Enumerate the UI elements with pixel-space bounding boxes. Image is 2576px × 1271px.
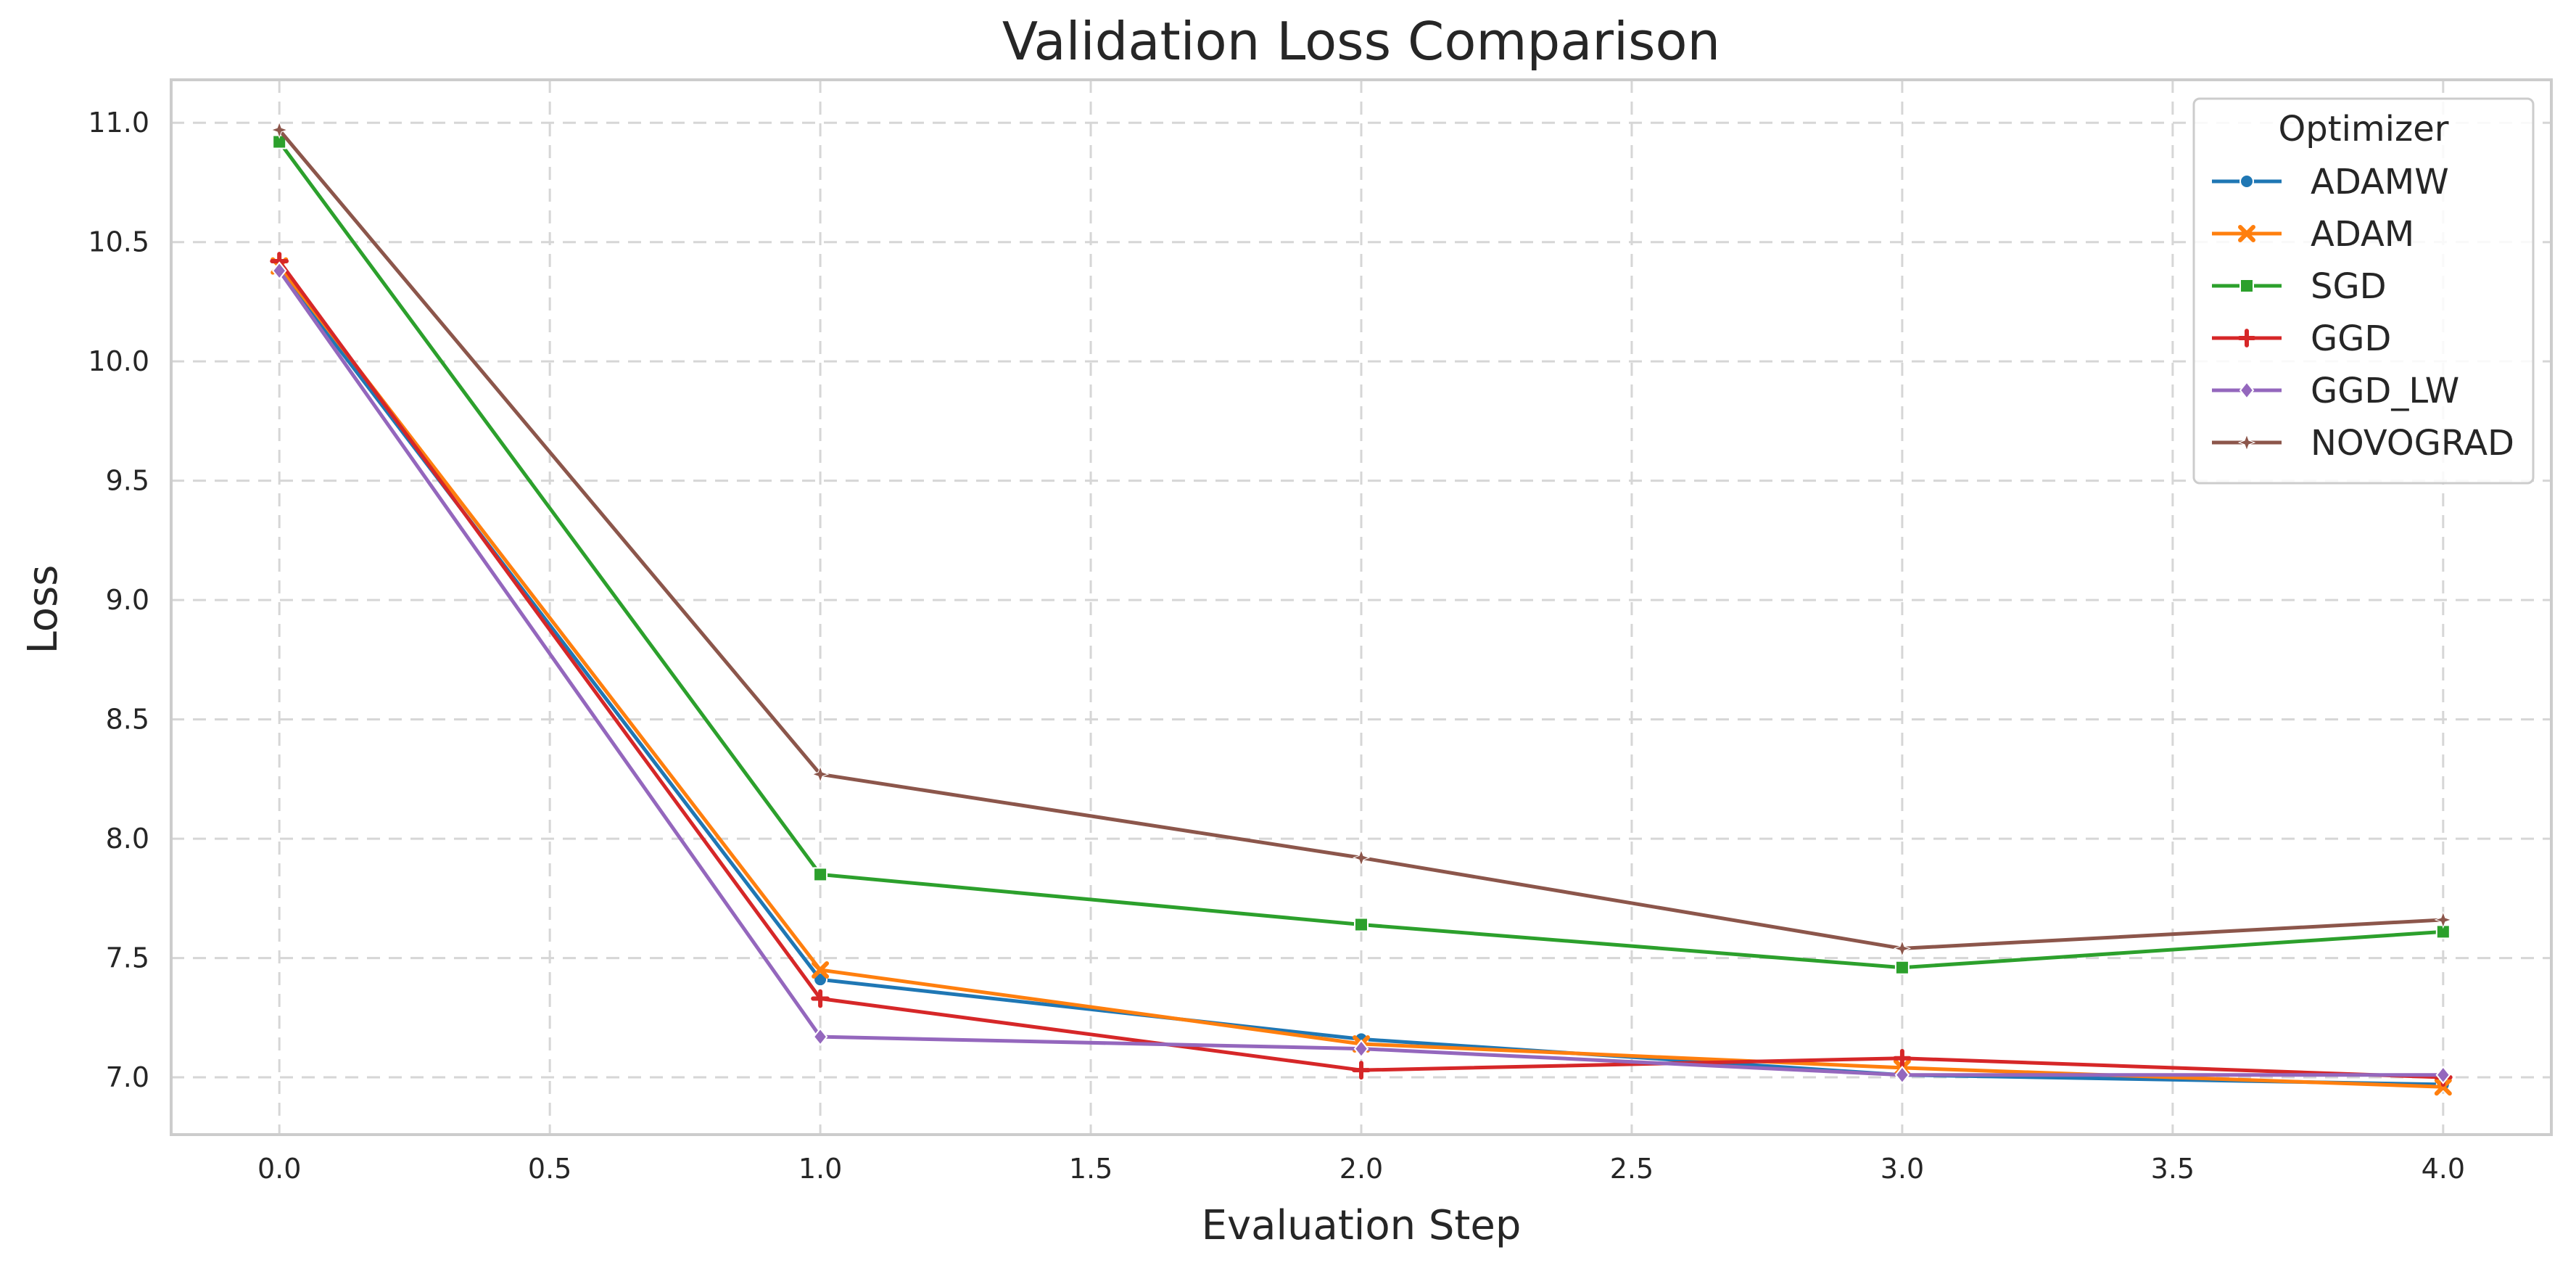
y-tick-label: 9.0 — [106, 584, 149, 616]
x-axis-label: Evaluation Step — [1202, 1202, 1522, 1249]
series-lines — [270, 120, 2453, 1096]
data-point-ggd-lw — [271, 261, 287, 281]
y-tick-label: 7.5 — [106, 942, 149, 974]
legend-marker-ggd-lw — [2239, 381, 2255, 400]
data-point-novograd — [270, 120, 289, 139]
x-tick-label: 2.5 — [1610, 1153, 1654, 1185]
data-point-ggd-lw — [2435, 1065, 2451, 1085]
data-point-ggd-lw — [1353, 1039, 1369, 1058]
x-tick-label: 0.5 — [528, 1153, 571, 1185]
data-point-novograd — [811, 765, 830, 783]
x-tick-label: 4.0 — [2422, 1153, 2465, 1185]
x-tick-label: 1.0 — [798, 1153, 842, 1185]
plot-frame — [170, 78, 2553, 1136]
legend-label-adam: ADAM — [2311, 214, 2414, 255]
y-tick-label: 11.0 — [88, 107, 149, 139]
legend-item-adam: ADAM — [2212, 214, 2414, 255]
legend-marker-ggd — [2237, 329, 2256, 347]
legend-item-ggd-lw: GGD_LW — [2212, 371, 2459, 411]
legend-items: ADAMW ADAM SGD GGD GGD_LW NOVOGRAD — [2212, 162, 2514, 464]
y-tick-label: 9.5 — [106, 465, 149, 497]
x-tick-label: 1.5 — [1069, 1153, 1112, 1185]
y-tick-label: 8.0 — [106, 823, 149, 855]
legend-item-sgd: SGD — [2212, 266, 2387, 307]
series-novograd — [270, 120, 2453, 958]
y-tick-label: 10.5 — [88, 226, 149, 258]
y-axis-label: Loss — [20, 565, 67, 654]
data-point-sgd — [1894, 960, 1910, 975]
data-point-sgd — [1354, 917, 1368, 932]
legend-label-sgd: SGD — [2311, 266, 2387, 307]
y-tick-label: 8.5 — [106, 704, 149, 736]
y-axis-ticks: 7.0 7.5 8.0 8.5 9.0 9.5 10.0 10.5 11.0 — [88, 107, 149, 1093]
x-axis-ticks: 0.0 0.5 1.0 1.5 2.0 2.5 3.0 3.5 4.0 — [257, 1153, 2465, 1185]
series-sgd — [272, 134, 2451, 975]
legend-marker-adamw — [2239, 174, 2254, 189]
legend-item-ggd: GGD — [2212, 318, 2391, 359]
legend-marker-adam — [2238, 225, 2255, 242]
legend-title: Optimizer — [2279, 109, 2449, 149]
data-point-ggd — [1893, 1048, 1912, 1068]
data-point-adam — [812, 961, 830, 979]
legend: Optimizer ADAMW ADAM SGD GGD GGD_LW NOVOGRAD — [2192, 97, 2535, 485]
y-tick-label: 7.0 — [106, 1061, 149, 1093]
y-tick-label: 10.0 — [88, 345, 149, 377]
data-point-novograd — [2434, 910, 2453, 929]
x-tick-label: 3.0 — [1881, 1153, 1924, 1185]
legend-marker-novograd — [2237, 433, 2256, 452]
x-tick-label: 2.0 — [1339, 1153, 1383, 1185]
legend-label-novograd: NOVOGRAD — [2311, 423, 2514, 464]
data-point-ggd — [1352, 1061, 1371, 1080]
data-point-ggd-lw — [812, 1027, 828, 1046]
x-tick-label: 3.5 — [2151, 1153, 2195, 1185]
data-point-ggd — [811, 989, 830, 1008]
legend-label-ggd-lw: GGD_LW — [2311, 371, 2459, 411]
data-point-novograd — [1352, 849, 1371, 867]
data-point-sgd — [813, 867, 828, 882]
legend-marker-sgd — [2239, 279, 2254, 293]
series-ggd-lw — [271, 261, 2451, 1085]
legend-item-adamw: ADAMW — [2212, 162, 2449, 202]
legend-box — [2192, 97, 2535, 485]
chart-title: Validation Loss Comparison — [1002, 11, 1720, 72]
data-point-novograd — [1893, 939, 1912, 958]
data-point-adam — [2434, 1078, 2452, 1096]
data-point-ggd-lw — [1894, 1065, 1910, 1085]
legend-label-ggd: GGD — [2311, 318, 2391, 359]
legend-label-adamw: ADAMW — [2311, 162, 2449, 202]
x-tick-label: 0.0 — [257, 1153, 301, 1185]
grid — [171, 80, 2551, 1135]
legend-item-novograd: NOVOGRAD — [2212, 423, 2514, 464]
